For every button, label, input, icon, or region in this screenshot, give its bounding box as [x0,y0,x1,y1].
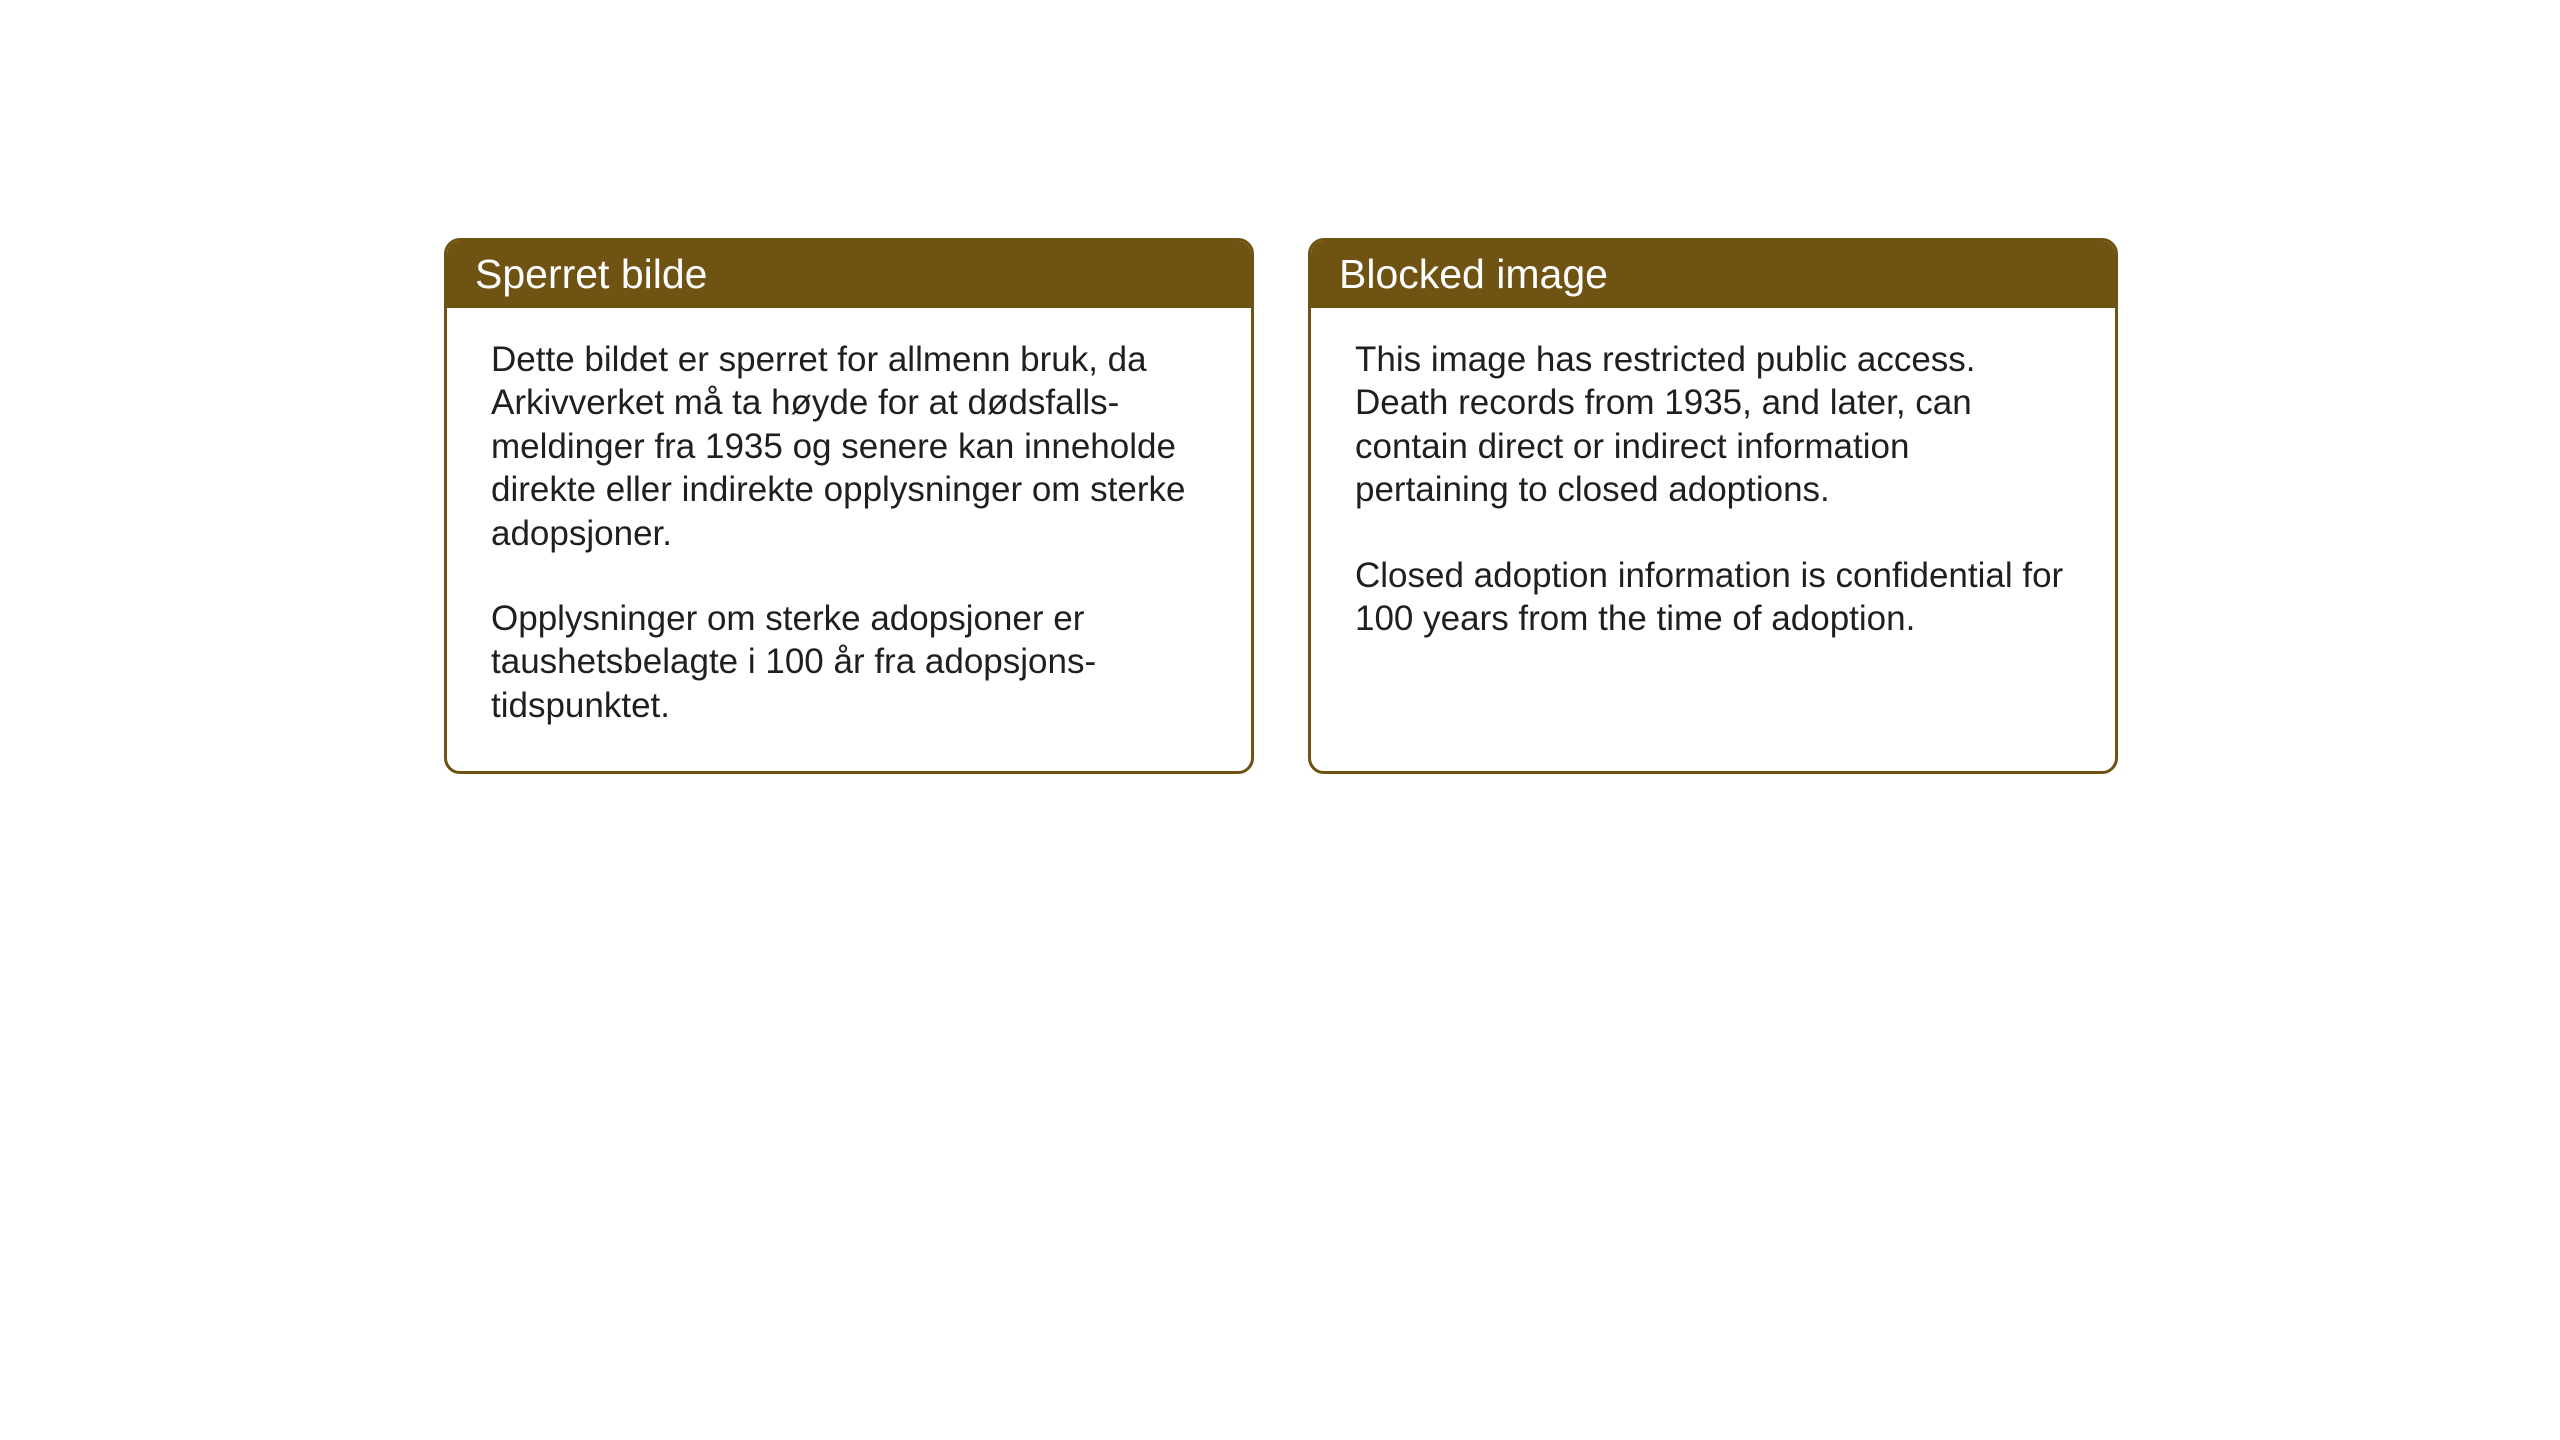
card-paragraph-1-norwegian: Dette bildet er sperret for allmenn bruk… [491,338,1207,555]
card-english: Blocked image This image has restricted … [1308,238,2118,774]
card-paragraph-2-norwegian: Opplysninger om sterke adopsjoner er tau… [491,597,1207,727]
card-body-norwegian: Dette bildet er sperret for allmenn bruk… [447,308,1251,771]
card-paragraph-2-english: Closed adoption information is confident… [1355,554,2071,641]
card-header-english: Blocked image [1311,241,2115,308]
cards-container: Sperret bilde Dette bildet er sperret fo… [444,238,2118,774]
card-title-norwegian: Sperret bilde [475,251,707,297]
card-title-english: Blocked image [1339,251,1608,297]
card-paragraph-1-english: This image has restricted public access.… [1355,338,2071,512]
card-norwegian: Sperret bilde Dette bildet er sperret fo… [444,238,1254,774]
card-body-english: This image has restricted public access.… [1311,308,2115,728]
card-header-norwegian: Sperret bilde [447,241,1251,308]
